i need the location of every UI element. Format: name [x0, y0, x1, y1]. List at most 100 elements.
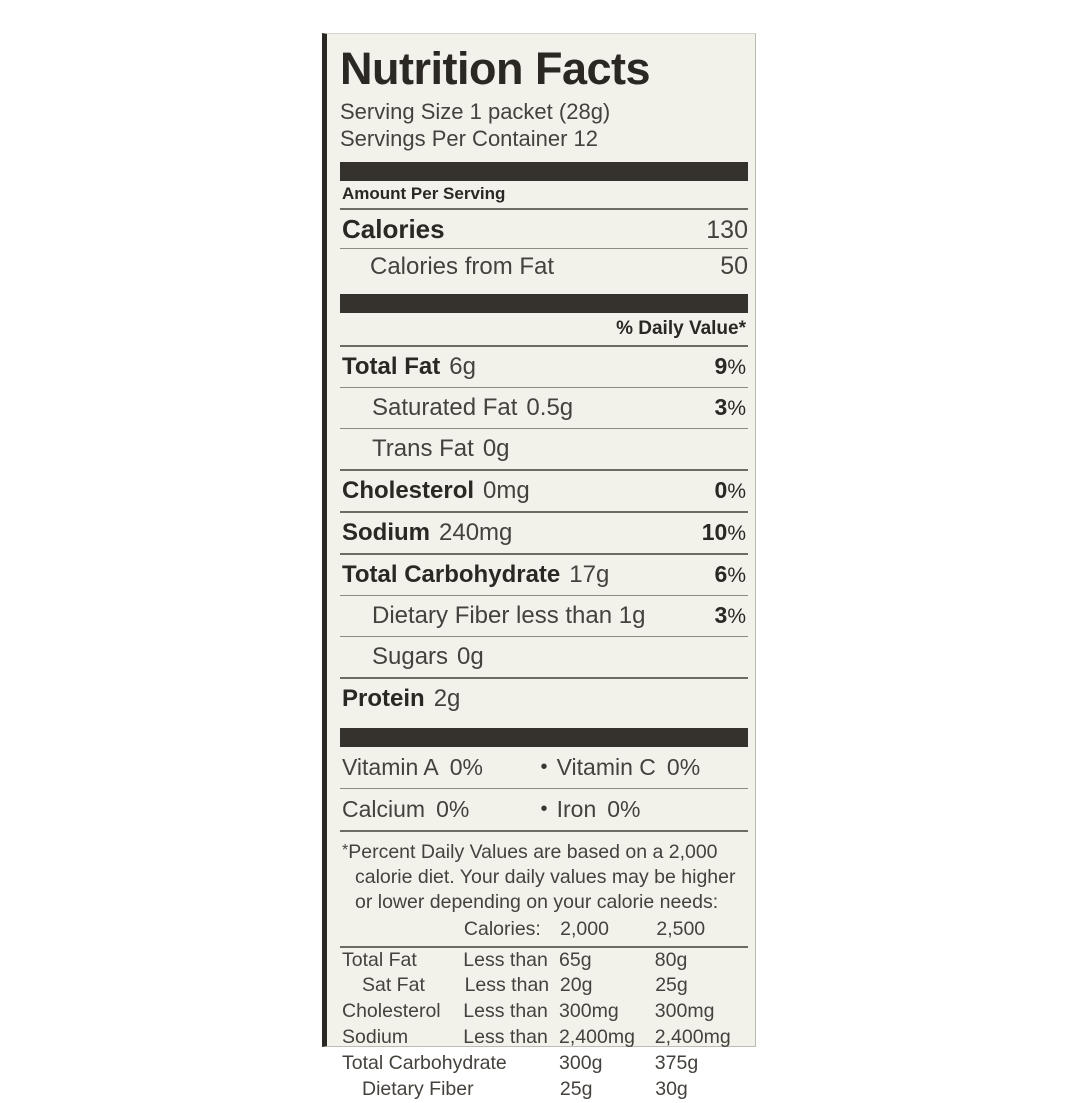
nutrient-amount: 0mg: [483, 476, 530, 504]
table-row: Sat Fat Less than 20g 25g: [342, 973, 746, 999]
divider-dietary-fiber: [340, 635, 748, 637]
reference-value-2500: 300mg: [654, 1000, 715, 1023]
percent-sign: %: [727, 355, 746, 379]
bullet-separator-icon: •: [540, 797, 548, 820]
reference-name: Total Carbohydrate: [342, 1052, 507, 1075]
reference-name: Dietary Fiber: [362, 1078, 474, 1101]
reference-table-header: Calories: 2,000 2,500: [340, 916, 748, 946]
nutrient-row-sodium: Sodium 240mg 10%: [340, 513, 748, 553]
nutrient-row-total-fat: Total Fat 6g 9%: [340, 347, 748, 387]
reference-value-2500: 30g: [655, 1078, 688, 1101]
reference-value-2500: 375g: [654, 1052, 699, 1075]
nutrient-amount: 17g: [569, 560, 610, 588]
page-title: Nutrition Facts: [340, 43, 651, 94]
vitamin-value: 0%: [607, 795, 641, 822]
table-row: Cholesterol Less than 300mg 300mg: [342, 999, 746, 1025]
servings-per-container: Servings Per Container 12: [340, 126, 599, 152]
calcium-cell: Calcium 0%: [342, 796, 531, 823]
serving-info: Serving Size 1 packet (28g) Servings Per…: [340, 98, 748, 153]
nutrient-name: Total Fat: [342, 352, 441, 380]
amount-per-serving-label: Amount Per Serving: [342, 183, 506, 203]
reference-qualifier: Less than: [463, 948, 548, 971]
reference-value-2000: 65g: [559, 948, 592, 971]
reference-value-2500: 80g: [654, 948, 688, 971]
bullet-separator-icon: •: [540, 755, 548, 778]
nutrient-name: Trans Fat: [372, 434, 474, 462]
reference-calories-2500: 2,500: [656, 917, 706, 940]
nutrient-amount: 0g: [457, 642, 484, 670]
reference-value-2500: 2,400mg: [654, 1026, 731, 1049]
nutrient-amount: 0.5g: [526, 393, 574, 421]
nutrient-amount: 0g: [482, 434, 510, 462]
divider-cholesterol: [340, 510, 748, 513]
reference-value-2000: 20g: [559, 974, 593, 997]
iron-cell: Iron 0%: [557, 796, 746, 823]
table-row: Dietary Fiber 25g 30g: [342, 1077, 746, 1103]
nutrient-amount: 2g: [433, 684, 461, 712]
calories-label: Calories: [342, 213, 445, 244]
vitamin-name: Calcium: [342, 795, 426, 822]
nutrient-row-sugars: Sugars 0g: [340, 637, 748, 677]
percent-sign: %: [727, 479, 746, 503]
calories-row: Calories 130: [340, 210, 748, 248]
calories-from-fat-value: 50: [720, 251, 748, 280]
reference-calories-label: Calories:: [463, 917, 541, 940]
nutrition-facts-panel: Nutrition Facts Serving Size 1 packet (2…: [322, 33, 756, 1100]
footnote-line-1: Percent Daily Values are based on a 2,00…: [348, 840, 718, 863]
reference-name: Total Fat: [342, 948, 417, 971]
nutrient-dv: 9: [714, 352, 728, 379]
nutrient-row-cholesterol: Cholesterol 0mg 0%: [340, 471, 748, 511]
nutrient-name: Cholesterol: [342, 476, 475, 504]
vitamin-value: 0%: [449, 753, 483, 780]
calories-from-fat-row: Calories from Fat 50: [340, 249, 748, 285]
reference-name: Sodium: [342, 1026, 409, 1049]
nutrient-name: Dietary Fiber less than 1g: [372, 601, 646, 629]
table-row: Total Fat Less than 65g 80g: [342, 948, 746, 974]
reference-qualifier: Less than: [463, 1000, 548, 1023]
footnote-line-3: or lower depending on your calorie needs…: [355, 891, 719, 914]
divider-amount-per-serving: [340, 207, 748, 210]
nutrient-row-saturated-fat: Saturated Fat 0.5g 3%: [340, 388, 748, 428]
divider-minerals: [340, 829, 748, 832]
divider-sugars: [340, 676, 748, 679]
divider-total-carbohydrate: [340, 594, 748, 596]
reference-qualifier: Less than: [464, 974, 550, 997]
nutrient-dv: 6: [714, 560, 728, 587]
nutrient-row-protein: Protein 2g: [340, 679, 748, 719]
daily-value-footnote: *Percent Daily Values are based on a 2,0…: [340, 832, 748, 916]
nutrient-name: Saturated Fat: [372, 393, 518, 421]
table-row: Sodium Less than 2,400mg 2,400mg: [342, 1025, 746, 1051]
daily-value-header: % Daily Value*: [616, 317, 746, 339]
divider-reference-table: [340, 945, 748, 948]
vitamin-row-a-c: Vitamin A 0% • Vitamin C 0%: [340, 747, 748, 788]
divider-vitamins: [340, 787, 748, 789]
divider-dv-header: [340, 344, 748, 347]
reference-qualifier: Less than: [463, 1026, 548, 1049]
reference-value-2000: 300g: [559, 1052, 603, 1075]
divider-total-fat: [340, 386, 748, 388]
divider-thick-top: [340, 161, 748, 181]
vitamin-name: Vitamin A: [342, 753, 439, 780]
reference-value-2500: 25g: [655, 974, 688, 997]
calories-value: 130: [706, 215, 748, 244]
vitamin-row-calcium-iron: Calcium 0% • Iron 0%: [340, 789, 748, 830]
vitamin-value: 0%: [666, 753, 701, 780]
percent-sign: %: [727, 396, 746, 420]
reference-value-2000: 300mg: [559, 1000, 619, 1023]
table-row: Total Carbohydrate 300g 375g: [342, 1051, 746, 1077]
footnote-asterisk: *: [342, 841, 349, 859]
vitamin-name: Iron: [556, 795, 597, 822]
percent-sign: %: [727, 563, 746, 587]
nutrition-facts-content: Nutrition Facts Serving Size 1 packet (2…: [340, 34, 748, 1103]
calories-from-fat-label: Calories from Fat: [370, 252, 555, 280]
nutrient-name: Sugars: [372, 642, 449, 670]
vitamin-c-cell: Vitamin C 0%: [557, 754, 746, 781]
vitamin-name: Vitamin C: [556, 753, 656, 780]
divider-sodium: [340, 552, 748, 555]
divider-trans-fat: [340, 468, 748, 471]
divider-saturated-fat: [340, 427, 748, 429]
reference-calories-2000: 2,000: [560, 917, 609, 940]
nutrient-amount: 6g: [449, 352, 476, 380]
percent-sign: %: [727, 521, 746, 545]
serving-size: Serving Size 1 packet (28g): [340, 99, 611, 124]
